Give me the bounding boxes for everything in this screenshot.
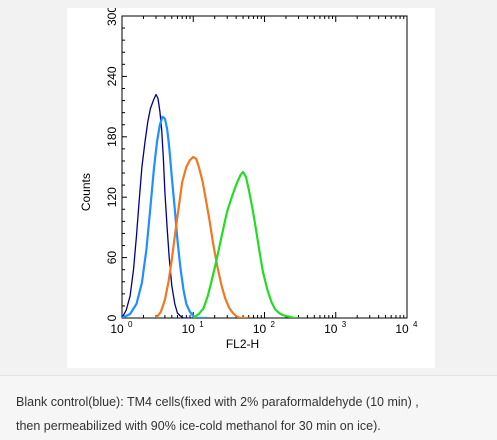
histogram-series-2 xyxy=(122,115,208,318)
x-tick-label: 10 xyxy=(110,322,124,336)
y-axis-title: Counts xyxy=(79,173,93,211)
caption-line-2: then permeabilized with 90% ice-cold met… xyxy=(16,419,381,433)
x-tick-exponent: 1 xyxy=(199,320,204,329)
x-tick-label: 10 xyxy=(182,322,196,336)
histogram-series-4 xyxy=(192,170,299,318)
figure-panel: 0 60 120 180 240 300 10 0 10 1 10 2 10 3 10 4 FL2-H Count… xyxy=(67,8,435,368)
x-tick-exponent: 0 xyxy=(128,320,133,329)
y-tick-label: 300 xyxy=(105,8,119,26)
figure-caption: Blank control(blue): TM4 cells(fixed wit… xyxy=(0,375,497,440)
y-tick-label: 120 xyxy=(105,187,119,207)
histogram-plot: 0 60 120 180 240 300 10 0 10 1 10 2 10 3 10 4 FL2-H Count… xyxy=(67,8,435,368)
x-tick-label: 10 xyxy=(324,322,338,336)
histogram-series-3 xyxy=(155,155,249,318)
y-tick-label: 0 xyxy=(105,314,119,321)
y-tick-label: 60 xyxy=(105,251,119,265)
x-tick-exponent: 2 xyxy=(271,320,276,329)
y-tick-label: 240 xyxy=(105,66,119,86)
caption-line-1: Blank control(blue): TM4 cells(fixed wit… xyxy=(16,395,419,409)
x-tick-label: 10 xyxy=(253,322,267,336)
plot-frame xyxy=(121,15,408,319)
x-tick-exponent: 4 xyxy=(413,320,418,329)
x-tick-exponent: 3 xyxy=(342,320,347,329)
histogram-series-1 xyxy=(122,93,194,318)
y-tick-label: 180 xyxy=(105,126,119,146)
x-tick-label: 10 xyxy=(395,322,409,336)
x-axis-title: FL2-H xyxy=(226,337,259,351)
